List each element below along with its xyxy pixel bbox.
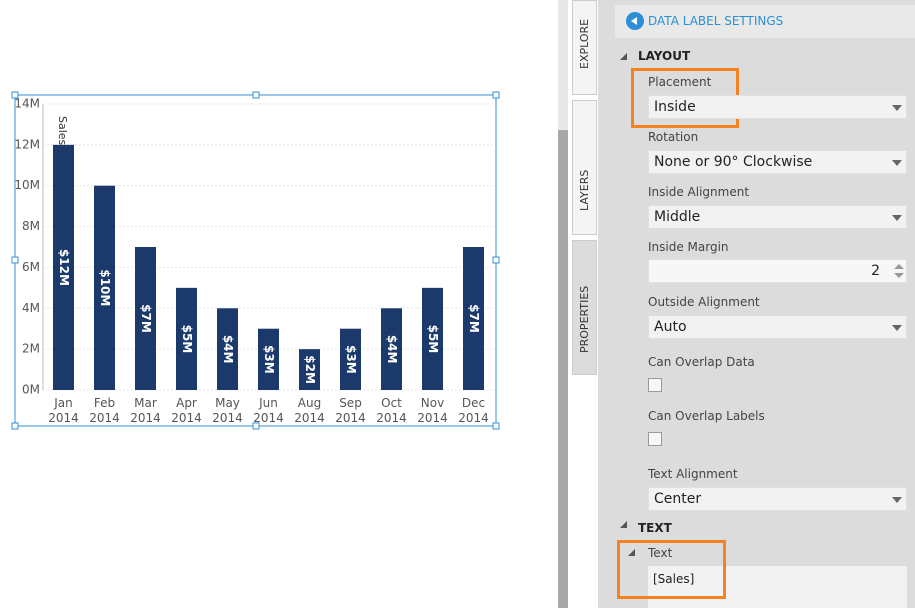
checkbox[interactable] [648, 432, 662, 446]
collapse-icon[interactable] [628, 549, 635, 556]
data-label: $3M [344, 345, 358, 374]
dropdown[interactable]: Center [648, 487, 907, 511]
panel-header[interactable] [615, 5, 915, 38]
data-label: $5M [180, 325, 194, 354]
y-tick-label: 2M [22, 342, 40, 356]
field-label: Rotation [648, 130, 699, 144]
dropdown[interactable]: Middle [648, 205, 907, 229]
data-label: $3M [262, 345, 276, 374]
y-tick-label: 12M [14, 137, 40, 151]
bar [53, 144, 74, 390]
x-tick-label: Sep 2014 [335, 396, 366, 425]
bar [340, 328, 361, 390]
x-tick-label: Mar 2014 [130, 396, 161, 425]
field-label: Placement [648, 75, 712, 89]
x-tick-label: Aug 2014 [294, 396, 325, 425]
panel-title: DATA LABEL SETTINGS [648, 14, 784, 28]
field-label: Can Overlap Data [648, 355, 755, 369]
section-title: TEXT [638, 521, 672, 535]
dropdown-arrow [892, 325, 902, 331]
subsection-title: Text [648, 546, 673, 560]
data-label: $4M [385, 335, 399, 364]
data-label: $7M [467, 304, 481, 333]
collapse-icon[interactable] [620, 521, 627, 528]
dropdown-arrow [892, 160, 902, 166]
scrollbar-thumb[interactable] [558, 130, 568, 608]
y-tick-label: 6M [22, 260, 40, 274]
data-label: $4M [221, 335, 235, 364]
data-label: $10M [98, 269, 112, 306]
spinner-up[interactable] [894, 264, 904, 269]
dropdown[interactable]: Auto [648, 315, 907, 339]
text-input[interactable]: [Sales] [648, 566, 907, 608]
y-tick-label: 4M [22, 301, 40, 315]
section-title: LAYOUT [638, 49, 691, 63]
bar [299, 349, 320, 390]
dropdown[interactable]: Inside [648, 95, 907, 119]
y-axis-label: Sales [56, 116, 69, 146]
highlight-box [617, 540, 726, 599]
bar [176, 287, 197, 390]
tab-label: PROPERTIES [578, 285, 591, 353]
bar [94, 185, 115, 390]
chart: Sales 0M 2M 4M 6M 8M 10M 12M 14M $12M $10M $7M $5M $… [11, 91, 500, 430]
bar [135, 247, 156, 390]
field-label: Inside Margin [648, 240, 729, 254]
collapse-icon[interactable] [620, 53, 627, 60]
data-label: $5M [426, 325, 440, 354]
x-tick-label: Jan 2014 [48, 396, 79, 425]
tab[interactable]: PROPERTIES [572, 240, 597, 375]
tab-label: EXPLORE [578, 18, 591, 69]
dropdown-arrow [892, 215, 902, 221]
bar [463, 247, 484, 390]
x-tick-label: Dec 2014 [458, 396, 489, 425]
x-tick-label: Nov 2014 [417, 396, 448, 425]
selection-handles [11, 91, 500, 430]
data-label: $12M [57, 249, 71, 286]
data-label: $7M [139, 304, 153, 333]
dropdown[interactable]: None or 90° Clockwise [648, 150, 907, 174]
x-tick-label: May 2014 [212, 396, 243, 425]
bar [217, 308, 238, 390]
bar [258, 328, 279, 390]
x-tick-label: Apr 2014 [171, 396, 202, 425]
x-tick-label: Jun 2014 [253, 396, 284, 425]
y-tick-label: 14M [14, 97, 40, 111]
tab[interactable]: EXPLORE [572, 0, 597, 95]
bar [422, 287, 443, 390]
checkbox[interactable] [648, 378, 662, 392]
field-label: Inside Alignment [648, 185, 750, 199]
y-tick-label: 0M [22, 383, 40, 397]
field-label: Outside Alignment [648, 295, 760, 309]
x-tick-label: Oct 2014 [376, 396, 407, 425]
x-tick-label: Feb 2014 [89, 396, 120, 425]
spinner-input[interactable]: 2 [648, 259, 907, 283]
spinner-down[interactable] [894, 273, 904, 278]
bar [381, 308, 402, 390]
dropdown-arrow [892, 497, 902, 503]
tab[interactable]: LAYERS [572, 100, 597, 235]
back-arrow [631, 17, 637, 25]
field-label: Can Overlap Labels [648, 409, 765, 423]
y-tick-label: 10M [14, 178, 40, 192]
y-tick-label: 8M [22, 219, 40, 233]
dropdown-arrow [892, 105, 902, 111]
data-label: $2M [303, 355, 317, 384]
field-label: Text Alignment [648, 467, 738, 481]
tab-label: LAYERS [578, 169, 591, 211]
